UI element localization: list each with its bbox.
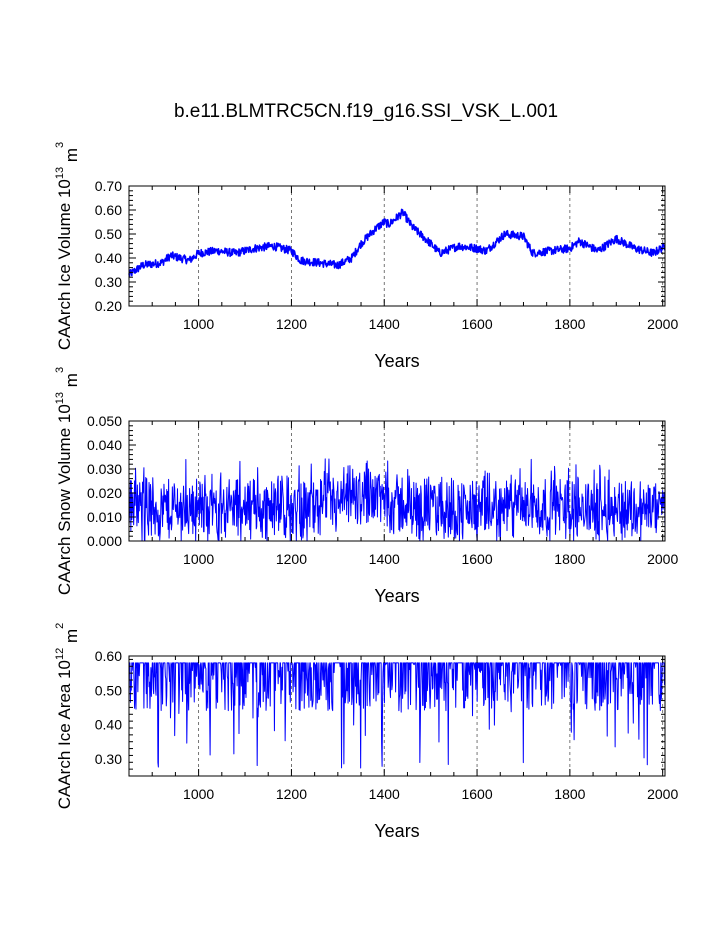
ice-area-panel: CAArch Ice Area 1012 m2 1000 1200 1400 1600… [54,623,678,841]
ice-volume-y-tick-label: 0.70 [95,178,122,194]
ice-volume-x-tick-label: 2000 [647,316,678,332]
ice-volume-y-tick-label: 0.60 [95,202,122,218]
snow-volume-panel: CAArch Snow Volume 1013 m3 1000 1200 1400 1… [54,367,678,606]
ice-area-x-axis-label: Years [374,821,419,841]
ice-volume-x-tick-label: 1200 [276,316,307,332]
ice-area-y-axis-label-part-1: 12 [54,648,66,660]
snow-volume-x-tick-label: 2000 [647,551,678,567]
ice-area-y-axis-label-part-2: m [62,629,81,648]
snow-volume-y-tick-label: 0.030 [87,461,122,477]
ice-area-y-tick-label: 0.60 [95,648,122,664]
snow-volume-y-axis-label-part-0: CAArch Snow Volume 10 [55,404,74,595]
snow-volume-x-tick-label: 1400 [369,551,400,567]
ice-area-y-tick-label: 0.50 [95,682,122,698]
ice-area-y-axis-label: CAArch Ice Area 1012 m2 [54,623,81,810]
ice-volume-y-tick-label: 0.30 [95,274,122,290]
snow-volume-y-axis-label: CAArch Snow Volume 1013 m3 [54,367,81,595]
ice-volume-x-axis-label: Years [374,351,419,371]
ice-area-x-tick-label: 2000 [647,786,678,802]
ice-volume-y-axis-label-part-1: 13 [54,167,66,179]
snow-volume-x-axis-label: Years [374,586,419,606]
snow-volume-y-tick-label: 0.040 [87,437,122,453]
ice-volume-x-tick-label: 1800 [554,316,585,332]
ice-volume-x-tick-label: 1600 [461,316,492,332]
snow-volume-y-tick-label: 0.000 [87,533,122,549]
snow-volume-y-axis-label-part-2: m [62,373,81,392]
ice-volume-x-tick-label: 1000 [183,316,214,332]
figure-title: b.e11.BLMTRC5CN.f19_g16.SSI_VSK_L.001 [174,101,558,122]
snow-volume-series-line [128,458,666,542]
snow-volume-y-axis-label-text: CAArch Snow Volume 1013 m3 [54,367,81,595]
snow-volume-x-tick-label: 1800 [554,551,585,567]
ice-volume-y-axis-label-text: CAArch Ice Volume 1013 m3 [54,142,81,350]
snow-volume-y-tick-label: 0.020 [87,485,122,501]
ice-volume-y-axis-label-part-3: 3 [54,142,66,148]
ice-volume-y-tick-label: 0.40 [95,250,122,266]
ice-volume-y-tick-label: 0.50 [95,226,122,242]
ice-area-plot-frame [128,655,666,777]
ice-area-y-axis-label-text: CAArch Ice Area 1012 m2 [54,623,81,810]
snow-volume-x-tick-label: 1000 [183,551,214,567]
ice-volume-panel: CAArch Ice Volume 1013 m3 1000 1200 1400 16… [54,142,678,371]
ice-area-x-tick-label: 1400 [369,786,400,802]
ice-volume-y-axis-label: CAArch Ice Volume 1013 m3 [54,142,81,350]
ice-area-series-line [128,662,666,769]
snow-volume-x-tick-label: 1200 [276,551,307,567]
ice-area-x-tick-label: 1800 [554,786,585,802]
snow-volume-y-tick-label: 0.010 [87,509,122,525]
ice-area-y-tick-label: 0.30 [95,751,122,767]
ice-area-y-axis-label-part-0: CAArch Ice Area 10 [55,660,74,809]
snow-volume-x-tick-label: 1600 [461,551,492,567]
ice-area-x-tick-label: 1600 [461,786,492,802]
ice-volume-x-tick-label: 1400 [369,316,400,332]
snow-volume-y-tick-label: 0.050 [87,413,122,429]
snow-volume-y-axis-label-part-3: 3 [54,367,66,373]
ice-area-x-tick-label: 1000 [183,786,214,802]
ice-volume-y-tick-label: 0.20 [95,298,122,314]
snow-volume-y-axis-label-part-1: 13 [54,392,66,404]
ice-volume-y-axis-label-part-0: CAArch Ice Volume 10 [55,179,74,350]
ice-volume-y-axis-label-part-2: m [62,148,81,167]
ice-area-y-axis-label-part-3: 2 [54,623,66,629]
ice-area-y-tick-label: 0.40 [95,717,122,733]
ice-volume-plot-frame [128,185,666,307]
ice-volume-series-line [128,208,666,277]
ice-area-x-tick-label: 1200 [276,786,307,802]
snow-volume-plot-frame [128,420,666,542]
